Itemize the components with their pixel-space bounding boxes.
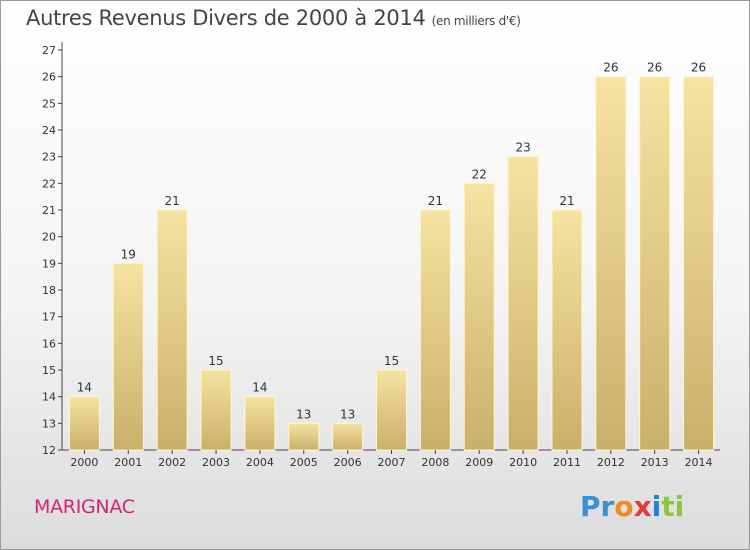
- x-tick-label-2010: 2010: [509, 456, 537, 469]
- data-label-2007: 15: [384, 354, 399, 368]
- y-tick-label: 13: [42, 417, 56, 430]
- data-label-2003: 15: [208, 354, 223, 368]
- data-label-2001: 19: [121, 247, 136, 261]
- x-tick-label-2014: 2014: [685, 456, 713, 469]
- y-tick-label: 18: [42, 284, 56, 297]
- y-tick-label: 14: [42, 391, 56, 404]
- data-label-2004: 14: [252, 381, 267, 395]
- y-tick-label: 20: [42, 231, 56, 244]
- y-tick-label: 19: [42, 257, 56, 270]
- y-tick-label: 27: [42, 44, 56, 57]
- town-name: MARIGNAC: [34, 496, 135, 518]
- y-tick-label: 23: [42, 151, 56, 164]
- chart-title-text: Autres Revenus Divers de 2000 à 2014: [26, 6, 426, 30]
- y-tick-label: 26: [42, 71, 56, 84]
- x-tick-label-2012: 2012: [597, 456, 625, 469]
- data-label-2014: 26: [691, 61, 706, 75]
- bar-2001: [112, 262, 144, 451]
- bar-2013: [639, 76, 671, 451]
- bar-2010: [507, 156, 539, 451]
- data-label-2005: 13: [296, 407, 311, 421]
- y-tick-label: 15: [42, 364, 56, 377]
- bar-2006: [332, 422, 364, 451]
- y-tick-label: 16: [42, 337, 56, 350]
- bar-2009: [463, 182, 495, 451]
- y-tick-label: 22: [42, 177, 56, 190]
- chart-subtitle: (en milliers d'€): [431, 14, 521, 28]
- logo-part-1: Pr: [580, 490, 615, 523]
- data-label-2010: 23: [515, 141, 530, 155]
- data-label-2006: 13: [340, 407, 355, 421]
- bar-2012: [595, 76, 627, 451]
- data-label-2012: 26: [603, 61, 618, 75]
- x-tick-label-2009: 2009: [465, 456, 493, 469]
- x-tick-label-2005: 2005: [290, 456, 318, 469]
- bar-2004: [244, 396, 276, 451]
- x-tick-label-2006: 2006: [334, 456, 362, 469]
- x-tick-label-2002: 2002: [158, 456, 186, 469]
- logo-part-4: i: [651, 490, 662, 523]
- x-tick-label-2008: 2008: [421, 456, 449, 469]
- bar-2007: [376, 369, 407, 451]
- data-label-2008: 21: [428, 194, 443, 208]
- bar-2005: [288, 422, 320, 451]
- proxiti-logo: Proxiti: [580, 490, 684, 523]
- bar-2002: [156, 209, 188, 451]
- chart-title: Autres Revenus Divers de 2000 à 2014 (en …: [26, 6, 521, 30]
- x-tick-label-2003: 2003: [202, 456, 230, 469]
- x-tick-label-2011: 2011: [553, 456, 581, 469]
- y-tick-label: 12: [42, 444, 56, 457]
- x-tick-label-2007: 2007: [378, 456, 406, 469]
- bar-2008: [419, 209, 451, 451]
- bar-2000: [68, 396, 100, 451]
- bar-2011: [551, 209, 583, 451]
- x-tick-label-2000: 2000: [70, 456, 98, 469]
- logo-part-3: x: [633, 490, 652, 523]
- data-label-2002: 21: [165, 194, 180, 208]
- bar-2014: [683, 76, 715, 451]
- x-tick-label-2004: 2004: [246, 456, 274, 469]
- y-tick-label: 17: [42, 311, 56, 324]
- logo-part-5: ti: [661, 490, 685, 523]
- data-label-2009: 22: [472, 167, 487, 181]
- x-tick-label-2013: 2013: [641, 456, 669, 469]
- data-label-2000: 14: [77, 381, 92, 395]
- y-tick-label: 24: [42, 124, 56, 137]
- x-tick-label-2001: 2001: [114, 456, 142, 469]
- data-label-2013: 26: [647, 61, 662, 75]
- bar-2003: [200, 369, 232, 451]
- data-label-2011: 21: [559, 194, 574, 208]
- y-tick-label: 25: [42, 97, 56, 110]
- y-tick-label: 21: [42, 204, 56, 217]
- logo-part-2: o: [614, 490, 634, 523]
